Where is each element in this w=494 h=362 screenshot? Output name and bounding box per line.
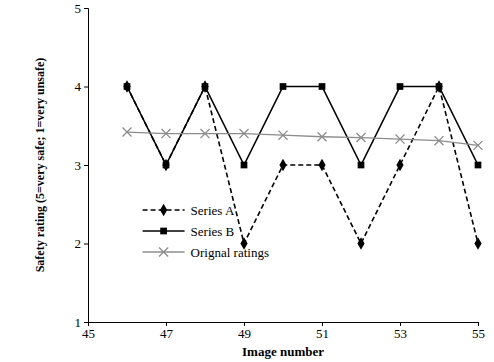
x-tick-label: 47: [160, 326, 174, 341]
series-marker: [161, 129, 170, 138]
y-axis-title: Safety rating (5=very safe; 1=very unsaf…: [33, 58, 47, 273]
y-tick: 3: [75, 158, 89, 173]
series-marker: [473, 141, 482, 150]
series: [122, 128, 482, 150]
x-tick: 53: [394, 322, 407, 341]
legend-marker: [159, 247, 168, 256]
legend-label: Series B: [191, 224, 235, 239]
y-tick-label: 2: [75, 236, 82, 251]
series-marker: [280, 83, 287, 90]
series-marker: [395, 135, 404, 144]
y-tick-mark: [84, 244, 88, 245]
series-marker: [122, 128, 131, 137]
series-marker: [356, 133, 365, 142]
series-marker: [436, 83, 443, 90]
x-axis: 45 47 49 51 53 55: [82, 322, 485, 341]
series-marker: [357, 237, 364, 249]
y-axis-line: [84, 9, 89, 323]
x-tick: 47: [160, 322, 174, 341]
series-marker: [474, 237, 481, 249]
x-axis-line: [89, 323, 479, 327]
series-marker: [358, 162, 365, 169]
series-marker: [434, 136, 443, 145]
y-tick-mark: [84, 8, 88, 9]
series-marker: [318, 159, 325, 171]
legend-marker: [160, 228, 167, 235]
series-marker: [397, 83, 404, 90]
plot: 45474951535512345Series ASeries BOrignal…: [75, 1, 486, 342]
y-tick: 2: [75, 236, 89, 251]
y-tick: 1: [75, 315, 89, 330]
series-marker: [124, 83, 131, 90]
legend-label: Orignal ratings: [191, 245, 269, 260]
x-tick: 49: [238, 322, 251, 341]
legend-label: Series A: [191, 203, 235, 218]
x-tick: 51: [316, 322, 329, 341]
x-tick-label: 49: [238, 326, 251, 341]
series-line: [127, 87, 478, 244]
y-tick: 5: [75, 1, 89, 16]
y-tick-label: 3: [75, 158, 82, 173]
legend-item: Series B: [143, 224, 235, 239]
marks: [122, 80, 482, 249]
y-tick-label: 5: [75, 1, 82, 16]
series-marker: [319, 83, 326, 90]
series-marker: [202, 83, 209, 90]
series-marker: [279, 159, 286, 171]
series-marker: [239, 129, 248, 138]
chart: 45474951535512345Series ASeries BOrignal…: [0, 0, 494, 362]
y-tick-mark: [84, 87, 88, 88]
series: [123, 80, 481, 249]
series-marker: [163, 162, 170, 169]
series-marker: [200, 129, 209, 138]
series-marker: [396, 159, 403, 171]
x-tick-label: 51: [316, 326, 329, 341]
legend-marker: [160, 204, 167, 216]
legend-item: Orignal ratings: [143, 245, 269, 260]
x-tick-label: 45: [82, 326, 95, 341]
y-axis: 1 2 3 4 5: [75, 1, 89, 330]
y-tick-label: 4: [75, 79, 82, 94]
series-line: [127, 132, 478, 145]
x-tick: 55: [472, 322, 485, 341]
series-marker: [475, 162, 482, 169]
legend-item: Series A: [143, 203, 235, 218]
series-marker: [317, 132, 326, 141]
series-marker: [241, 162, 248, 169]
x-tick-label: 55: [472, 326, 485, 341]
x-tick: 45: [82, 322, 95, 341]
x-tick-label: 53: [394, 326, 407, 341]
y-tick-mark: [84, 322, 88, 323]
x-axis-title: Image number: [242, 344, 324, 359]
series-line: [127, 87, 478, 166]
series-marker: [278, 131, 287, 140]
y-tick-mark: [84, 165, 88, 166]
y-tick-label: 1: [75, 315, 82, 330]
y-tick: 4: [75, 79, 89, 94]
series: [124, 83, 482, 168]
legend: Series A Series B Orignal ratings: [143, 203, 269, 260]
